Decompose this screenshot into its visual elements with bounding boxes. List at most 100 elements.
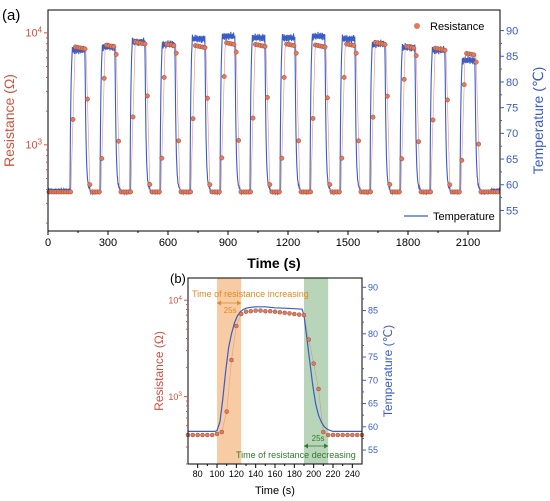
y-left-tick-label: 103	[168, 391, 182, 402]
resistance-data-point	[281, 75, 287, 80]
resistance-data-point	[387, 182, 393, 187]
resistance-data-point	[82, 46, 88, 52]
resistance-data-point	[321, 429, 326, 435]
resistance-data-point	[99, 156, 105, 161]
resistance-data-point	[330, 432, 336, 438]
resistance-data-point	[97, 189, 102, 195]
resistance-data-point	[282, 310, 287, 315]
panel-a-legend: Resistance Temperature	[404, 21, 495, 223]
resistance-data-point	[214, 431, 220, 437]
resistance-data-point	[311, 361, 316, 366]
resistance-data-point	[188, 189, 194, 195]
resistance-data-point	[327, 182, 333, 188]
svg-text:103: 103	[168, 391, 182, 402]
resistance-data-point	[456, 189, 462, 195]
resistance-data-point	[287, 311, 292, 316]
panel-a-right-axis-title: Temperature (℃)	[530, 67, 546, 175]
rise-time-label: Time of resistance increasing	[192, 289, 309, 299]
resistance-data-point	[101, 75, 107, 81]
resistance-data-point	[447, 182, 453, 188]
resistance-data-point	[416, 139, 421, 145]
panel-a-chart: (a) 0 300 600 900 1200 1500 1800 2100 103 104 55…	[1, 7, 546, 271]
resistance-series-line	[188, 310, 362, 436]
y-left-tick-label: 103	[25, 137, 42, 151]
resistance-data-point	[70, 117, 76, 122]
resistance-data-point	[264, 95, 270, 100]
x-tick-label: 1800	[396, 237, 420, 249]
legend-resistance-marker	[414, 23, 420, 29]
resistance-data-point	[144, 93, 150, 99]
resistance-data-point	[156, 189, 162, 195]
resistance-data-point	[306, 337, 311, 342]
resistance-data-point	[202, 45, 208, 50]
resistance-data-point	[316, 386, 321, 392]
y-right-tick-label: 55	[506, 205, 518, 217]
y-right-tick-label: 90	[368, 282, 378, 292]
x-tick-label: 240	[345, 469, 360, 479]
resistance-data-point	[326, 432, 331, 438]
resistance-data-point	[238, 311, 244, 317]
resistance-data-point	[341, 75, 347, 80]
rise-duration-label: 25s	[224, 306, 237, 315]
y-right-tick-label: 80	[506, 77, 518, 89]
svg-text:104: 104	[168, 295, 182, 306]
y-right-tick-label: 90	[506, 25, 518, 37]
resistance-data-point	[248, 189, 254, 195]
x-tick-label: 600	[159, 237, 177, 249]
resistance-data-point	[401, 76, 407, 82]
resistance-data-point	[234, 323, 239, 329]
resistance-data-point	[68, 189, 74, 195]
resistance-data-point	[368, 189, 373, 195]
resistance-data-point	[262, 44, 268, 49]
x-tick-label: 300	[99, 237, 117, 249]
panel-b-left-axis-title: Resistance (Ω)	[152, 331, 166, 411]
resistance-data-point	[195, 432, 200, 438]
resistance-data-point	[293, 50, 299, 56]
resistance-data-point	[413, 53, 419, 58]
resistance-data-point	[130, 114, 136, 120]
resistance-data-point	[350, 432, 355, 438]
x-tick-label: 180	[287, 469, 302, 479]
resistance-data-point	[382, 42, 388, 47]
panel-b-right-axis-title: Temperature (℃)	[381, 325, 395, 417]
y-right-tick-label: 65	[368, 399, 378, 409]
y-right-tick-label: 85	[368, 306, 378, 316]
resistance-data-point	[87, 182, 93, 188]
svg-text:104: 104	[25, 25, 42, 39]
panel-a-left-axis-title: Resistance (Ω)	[1, 74, 17, 167]
panel-a-x-axis-title: Time (s)	[247, 255, 300, 271]
resistance-data-point	[297, 312, 302, 317]
x-tick-label: 900	[219, 237, 237, 249]
resistance-data-point	[250, 115, 256, 121]
resistance-data-point	[444, 97, 450, 103]
resistance-data-point	[113, 52, 119, 57]
resistance-data-point	[396, 189, 402, 195]
x-tick-label: 2100	[456, 237, 480, 249]
resistance-data-point	[495, 189, 501, 195]
resistance-data-point	[476, 141, 481, 147]
resistance-data-point	[243, 309, 249, 314]
resistance-data-point	[324, 95, 330, 101]
resistance-data-point	[351, 43, 357, 48]
resistance-data-point	[147, 182, 153, 187]
resistance-data-point	[229, 357, 234, 363]
y-right-tick-label: 80	[368, 329, 378, 339]
resistance-data-point	[221, 74, 227, 79]
legend-resistance-label: Resistance	[430, 21, 484, 33]
resistance-data-point	[224, 409, 229, 414]
resistance-data-point	[128, 189, 134, 195]
resistance-data-point	[430, 117, 436, 123]
x-tick-label: 140	[248, 469, 263, 479]
resistance-data-point	[301, 312, 307, 318]
resistance-data-point	[173, 50, 179, 56]
x-tick-label: 120	[229, 469, 244, 479]
resistance-data-point	[471, 52, 477, 58]
resistance-data-point	[279, 155, 285, 161]
resistance-data-point	[268, 309, 273, 314]
y-right-tick-label: 75	[368, 352, 378, 362]
resistance-data-point	[339, 155, 345, 161]
temperature-series-line	[188, 306, 362, 432]
resistance-data-point	[171, 43, 177, 48]
resistance-data-point	[459, 157, 465, 163]
